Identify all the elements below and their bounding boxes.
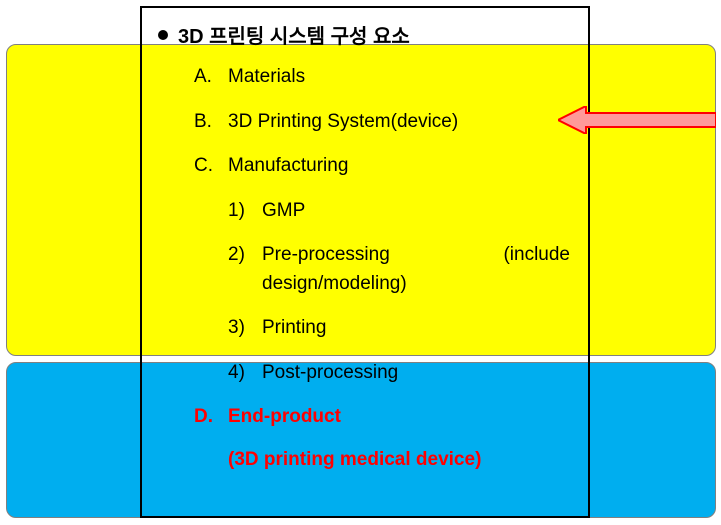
- item-c1-text: GMP: [262, 197, 570, 226]
- title-row: 3D 프린팅 시스템 구성 요소: [158, 20, 570, 49]
- diagram-canvas: 3D 프린팅 시스템 구성 요소 A. Materials B. 3D Prin…: [0, 0, 721, 525]
- item-c: C. Manufacturing: [194, 152, 570, 181]
- item-b: B. 3D Printing System(device): [194, 108, 570, 137]
- item-c4-text: Post-processing: [262, 359, 570, 388]
- item-d-text: End-product: [228, 403, 570, 432]
- item-c3-marker: 3): [228, 314, 262, 343]
- item-c3: 3) Printing: [228, 314, 570, 343]
- item-c2: 2) Pre-processing (include design/modeli…: [228, 241, 570, 298]
- title-text: 3D 프린팅 시스템 구성 요소: [178, 20, 410, 49]
- item-d-sub: (3D printing medical device): [194, 446, 570, 475]
- item-c-marker: C.: [194, 152, 228, 181]
- content-box: 3D 프린팅 시스템 구성 요소 A. Materials B. 3D Prin…: [140, 6, 590, 518]
- item-d-sub-text: (3D printing medical device): [228, 446, 570, 475]
- item-c4-marker: 4): [228, 359, 262, 388]
- item-d: D. End-product: [194, 403, 570, 432]
- item-c2-marker: 2): [228, 241, 262, 270]
- item-c1-marker: 1): [228, 197, 262, 226]
- pointer-arrow-icon: [558, 106, 716, 134]
- item-c2-text: Pre-processing (include design/modeling): [262, 241, 570, 298]
- item-b-text: 3D Printing System(device): [228, 108, 570, 137]
- item-a-text: Materials: [228, 63, 570, 92]
- item-c-text: Manufacturing: [228, 152, 570, 181]
- item-c4: 4) Post-processing: [228, 359, 570, 388]
- bullet-icon: [158, 30, 168, 40]
- item-a-marker: A.: [194, 63, 228, 92]
- item-c3-text: Printing: [262, 314, 570, 343]
- outline-list: A. Materials B. 3D Printing System(devic…: [158, 63, 570, 474]
- item-d-marker: D.: [194, 403, 228, 432]
- item-b-marker: B.: [194, 108, 228, 137]
- item-a: A. Materials: [194, 63, 570, 92]
- item-c1: 1) GMP: [228, 197, 570, 226]
